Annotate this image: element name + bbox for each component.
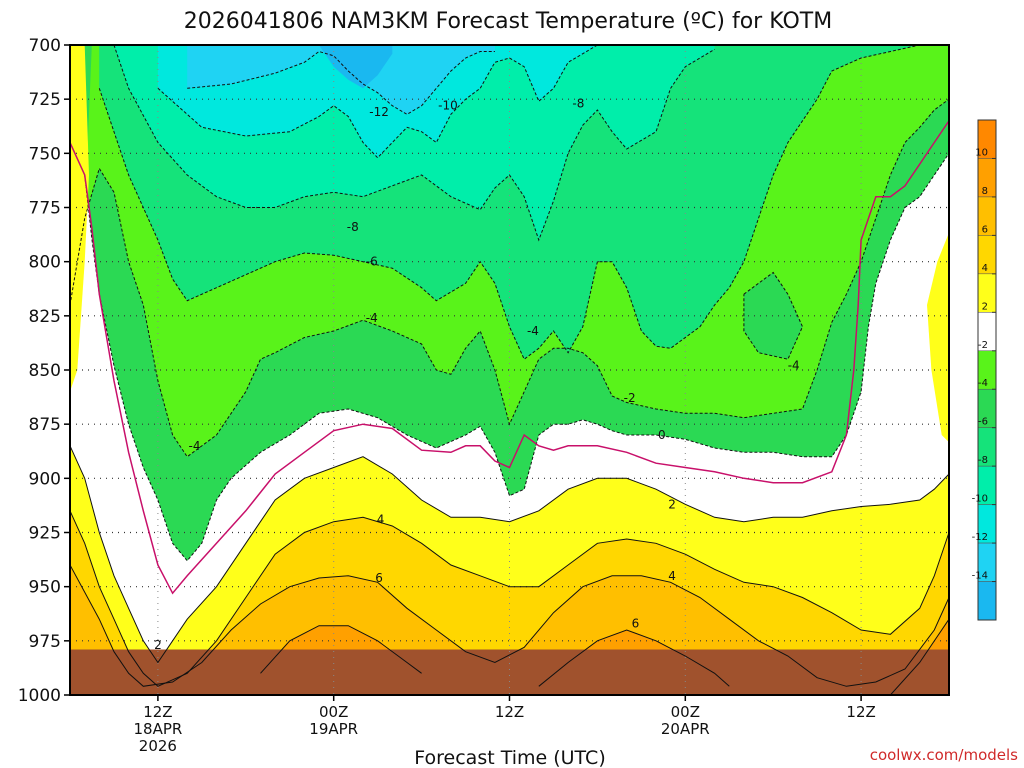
x-tick-label: 19APR xyxy=(309,720,358,738)
contour-label: 2 xyxy=(154,638,162,652)
contour-line xyxy=(890,618,949,695)
fill-region xyxy=(927,232,949,443)
colorbar-label: 10 xyxy=(975,147,988,158)
contour-line xyxy=(743,271,804,360)
contour-line xyxy=(260,625,422,674)
contour-label: 2 xyxy=(668,497,676,511)
x-axis-label: Forecast Time (UTC) xyxy=(414,747,605,768)
contour-label: -4 xyxy=(366,311,378,325)
x-tick-label: 12Z xyxy=(495,703,524,721)
colorbar-swatch xyxy=(977,581,997,621)
x-tick-label: 18APR xyxy=(133,720,182,738)
colorbar-label: 2 xyxy=(982,301,988,312)
contour-label: -10 xyxy=(438,99,458,113)
contour-line xyxy=(70,445,949,664)
x-tick-label: 20APR xyxy=(661,720,710,738)
y-axis: 700 725 750 775 800 825 850 875 900 925 950 975 1000 xyxy=(18,36,70,706)
x-tick-label: 2026 xyxy=(139,737,177,755)
contour-line xyxy=(84,153,949,562)
y-tick-label: 775 xyxy=(29,199,61,219)
y-tick-label: 750 xyxy=(29,144,61,164)
contour-label: 6 xyxy=(375,571,383,585)
x-tick-label: 00Z xyxy=(671,703,700,721)
contour-label: 4 xyxy=(377,513,385,527)
y-tick-label: 925 xyxy=(29,524,61,544)
plot-area: -12 -10 -8 -8 -6 -4 -4 -4 -4 -2 0 2 2 4 4 6 6 xyxy=(70,45,949,695)
fill-region xyxy=(187,45,495,115)
y-tick-label: 700 xyxy=(29,36,61,56)
contour-label: 4 xyxy=(668,569,676,583)
contour-line xyxy=(70,98,949,458)
contour-labels: -12 -10 -8 -8 -6 -4 -4 -4 -4 -2 0 2 2 4 4 6 6 xyxy=(154,97,800,653)
contour-label: 0 xyxy=(658,428,666,442)
contour-line xyxy=(98,45,920,360)
colorbar-label: -4 xyxy=(978,378,988,389)
contour-line xyxy=(538,629,730,687)
y-tick-label: 825 xyxy=(29,307,61,327)
colorbar-label: -14 xyxy=(972,571,988,582)
contour-label: -6 xyxy=(366,255,378,269)
contour-label: -8 xyxy=(572,97,584,111)
y-tick-label: 950 xyxy=(29,578,61,598)
contour-line xyxy=(70,564,949,687)
colorbar-label: -8 xyxy=(978,455,988,466)
x-tick-label: 12Z xyxy=(846,703,875,721)
colorbar-label: -12 xyxy=(972,532,988,543)
colorbar-label: -10 xyxy=(972,494,988,505)
colorbar-label: 8 xyxy=(982,186,988,197)
contour-line xyxy=(70,120,949,595)
y-tick-label: 800 xyxy=(29,253,61,273)
contour-label: -8 xyxy=(347,220,359,234)
contour-label: -12 xyxy=(369,105,389,119)
y-tick-label: 725 xyxy=(29,90,61,110)
contour-label: -4 xyxy=(189,439,201,453)
y-tick-label: 1000 xyxy=(18,686,61,706)
temperature-fill-layer xyxy=(70,45,949,695)
colorbar: 10 8 6 4 2 -2 -4 -6 -8 -10 -12 -14 xyxy=(972,119,997,621)
contour-line xyxy=(157,45,598,159)
contour-label: -4 xyxy=(527,324,539,338)
contour-label: -4 xyxy=(788,359,800,373)
grid-lines xyxy=(70,45,949,695)
colorbar-frame xyxy=(977,119,997,621)
y-tick-label: 900 xyxy=(29,469,61,489)
contour-label: 6 xyxy=(632,617,640,631)
y-tick-label: 875 xyxy=(29,415,61,435)
x-tick-label: 00Z xyxy=(319,703,348,721)
y-tick-label: 975 xyxy=(29,632,61,652)
contour-line xyxy=(70,510,949,687)
fill-region xyxy=(319,45,393,89)
y-tick-label: 850 xyxy=(29,361,61,381)
contour-line xyxy=(187,50,495,115)
x-tick-label: 12Z xyxy=(143,703,172,721)
colorbar-label: 6 xyxy=(982,224,988,235)
colorbar-label: 4 xyxy=(982,263,988,274)
colorbar-label: -2 xyxy=(978,340,988,351)
colorbar-label: -6 xyxy=(978,417,988,428)
fill-region xyxy=(70,45,89,392)
contour-line xyxy=(113,45,715,242)
credit-text: coolwx.com/models xyxy=(870,746,1018,764)
contour-lines xyxy=(70,45,949,695)
contour-label: -2 xyxy=(624,391,636,405)
chart-title: 2026041806 NAM3KM Forecast Temperature (… xyxy=(184,9,832,34)
